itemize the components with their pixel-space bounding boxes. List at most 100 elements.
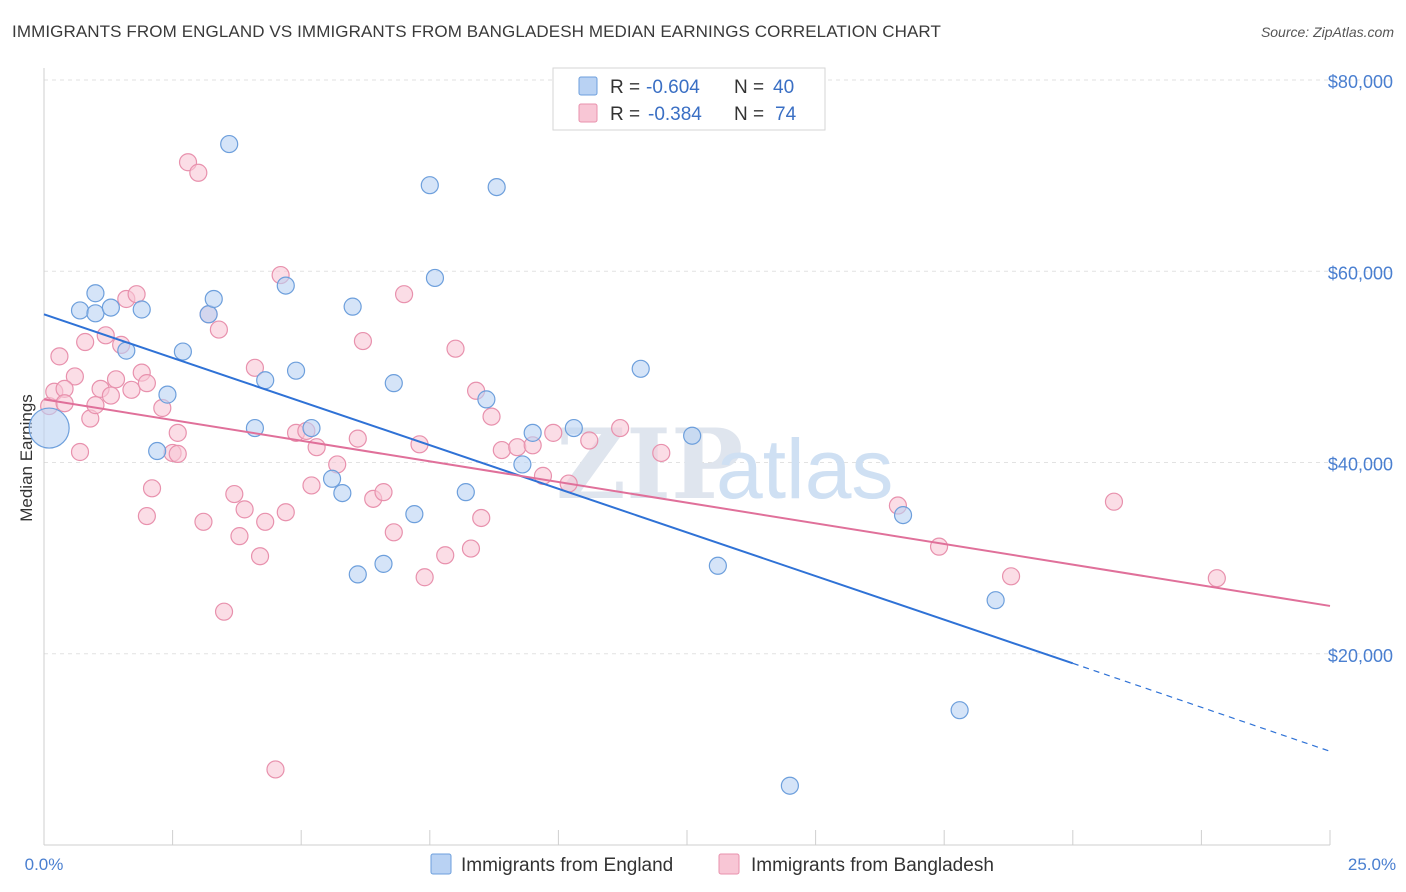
england-point <box>631 359 650 378</box>
bangladesh-point <box>50 347 69 366</box>
bangladesh-point <box>127 285 146 304</box>
legend-bangladesh-n-label: N = <box>734 104 764 125</box>
england-point <box>220 134 239 154</box>
bangladesh-point <box>209 320 228 339</box>
england-point <box>70 301 90 320</box>
england-point <box>204 289 223 309</box>
x-axis-ticks <box>172 830 1331 845</box>
bangladesh-point <box>137 506 156 526</box>
england-point <box>148 441 167 461</box>
bangladesh-point <box>214 602 234 621</box>
bangladesh-point <box>611 418 630 438</box>
england-point <box>86 304 105 323</box>
y-tick-label: $80,000 <box>1328 72 1393 92</box>
bangladesh-point <box>256 512 275 531</box>
bangladesh-point <box>929 537 949 556</box>
bangladesh-point <box>101 386 120 405</box>
bottom-legend-bangladesh-label: Immigrants from Bangladesh <box>751 855 994 876</box>
england-trend-extension <box>1072 662 1331 752</box>
england-point <box>986 591 1005 610</box>
legend-bangladesh-swatch <box>578 103 598 123</box>
england-point <box>343 297 362 316</box>
bangladesh-point <box>250 547 270 566</box>
bangladesh-point <box>122 380 141 399</box>
england-point <box>173 342 192 361</box>
england-point <box>28 407 70 449</box>
england-point <box>523 423 542 442</box>
bangladesh-point <box>472 508 491 528</box>
series-england-points <box>28 134 1005 795</box>
bangladesh-point <box>225 484 244 504</box>
series-legend: Immigrants from England Immigrants from … <box>430 853 994 876</box>
bangladesh-point <box>302 476 321 495</box>
england-point <box>276 276 295 295</box>
bangladesh-point <box>266 760 285 779</box>
england-trend-line <box>43 313 1074 665</box>
england-point <box>286 361 306 380</box>
england-point <box>348 565 367 584</box>
legend-england-r-label: R = <box>610 77 640 98</box>
england-point <box>513 455 532 474</box>
legend-box <box>552 67 826 131</box>
england-point <box>199 305 218 324</box>
trend-lines <box>43 313 1331 752</box>
bangladesh-point <box>168 423 187 442</box>
legend-bangladesh-r-value: -0.384 <box>648 104 702 125</box>
watermark-atlas: atlas <box>716 422 893 516</box>
x-tick-label-max: 25.0% <box>1348 855 1396 874</box>
bottom-legend-england-label: Immigrants from England <box>461 855 673 876</box>
england-point <box>456 483 475 502</box>
bangladesh-point <box>374 483 393 502</box>
england-point <box>256 371 275 390</box>
england-point <box>405 505 424 524</box>
bottom-legend-england-swatch <box>430 853 452 875</box>
y-tick-label: $20,000 <box>1328 646 1393 666</box>
bangladesh-point <box>137 374 156 393</box>
bottom-legend-bangladesh-swatch <box>718 853 740 875</box>
bangladesh-point <box>436 546 455 565</box>
bangladesh-point <box>446 339 465 358</box>
y-axis-labels: $20,000 $40,000 $60,000 $80,000 <box>1328 72 1393 666</box>
correlation-legend: R = -0.604 N = 40 R = -0.384 N = 74 <box>552 67 826 131</box>
bangladesh-point <box>482 407 501 426</box>
legend-bangladesh-n-value: 74 <box>775 104 797 125</box>
england-point <box>86 284 105 303</box>
x-tick-label-min: 0.0% <box>25 855 64 874</box>
bangladesh-point <box>348 429 367 448</box>
bangladesh-point <box>353 331 373 351</box>
bangladesh-point <box>106 370 126 389</box>
bangladesh-point <box>1104 492 1124 511</box>
england-point <box>384 374 403 393</box>
bangladesh-point <box>394 285 414 304</box>
legend-england-n-label: N = <box>734 77 764 98</box>
source-credit: Source: ZipAtlas.com <box>1260 24 1394 40</box>
england-point <box>333 484 352 503</box>
england-point <box>132 300 151 319</box>
bangladesh-point <box>276 503 295 522</box>
bangladesh-point <box>652 443 671 463</box>
bangladesh-point <box>580 431 599 450</box>
england-point <box>487 178 506 197</box>
bangladesh-point <box>168 444 187 463</box>
chart-title: IMMIGRANTS FROM ENGLAND VS IMMIGRANTS FR… <box>12 22 941 41</box>
bangladesh-point <box>384 523 403 542</box>
england-point <box>374 554 393 573</box>
england-point <box>564 418 583 438</box>
england-point <box>158 385 177 404</box>
bangladesh-trend-line <box>43 398 1331 607</box>
england-point <box>893 505 913 525</box>
england-point <box>708 556 727 575</box>
legend-england-swatch <box>578 76 598 96</box>
bangladesh-point <box>492 440 511 460</box>
bangladesh-point <box>235 500 254 519</box>
bangladesh-point <box>245 358 265 377</box>
bangladesh-point <box>65 367 84 386</box>
bangladesh-point <box>1207 569 1226 588</box>
england-point <box>950 701 969 720</box>
watermark: ZIP atlas <box>556 408 893 521</box>
y-tick-label: $40,000 <box>1328 455 1393 475</box>
bangladesh-point <box>415 568 434 587</box>
england-point <box>302 418 321 438</box>
bangladesh-point <box>70 442 90 462</box>
england-point <box>780 776 799 795</box>
